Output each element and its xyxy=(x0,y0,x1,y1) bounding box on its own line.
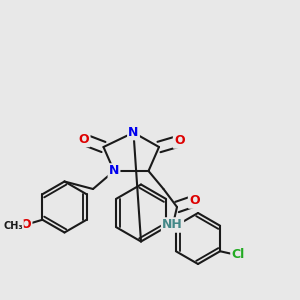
Text: NH: NH xyxy=(162,218,183,232)
Text: O: O xyxy=(174,134,185,148)
Text: N: N xyxy=(109,164,119,178)
Text: CH₃: CH₃ xyxy=(3,221,23,231)
Text: Cl: Cl xyxy=(232,248,245,261)
Text: O: O xyxy=(21,218,31,231)
Text: O: O xyxy=(189,194,200,208)
Text: N: N xyxy=(128,126,139,139)
Text: O: O xyxy=(79,133,89,146)
